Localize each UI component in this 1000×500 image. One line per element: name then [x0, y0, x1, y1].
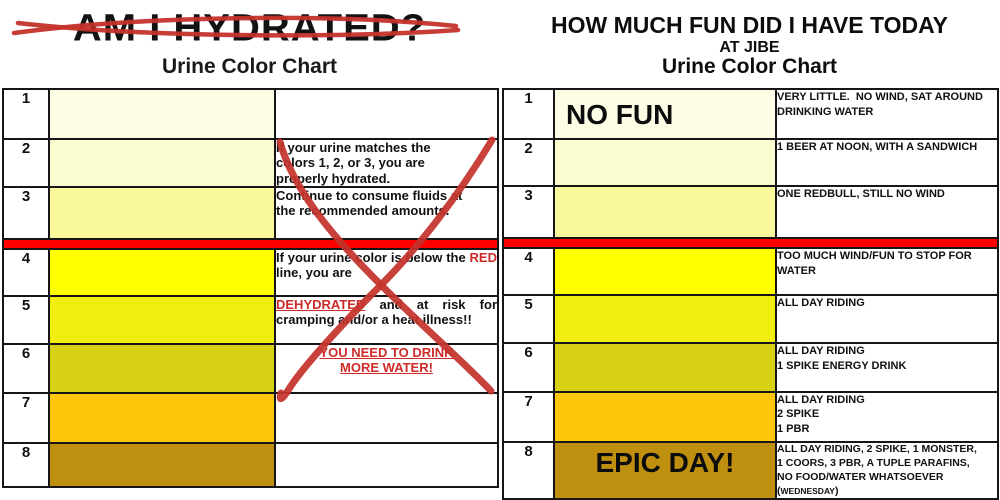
fun-description-text: VERY LITTLE. NO WIND, SAT AROUND DRINKIN… [777, 91, 983, 119]
fun-description-text: ONE REDBULL, STILL NO WIND [777, 188, 945, 200]
urine-color-swatch [553, 138, 777, 187]
continue-note: Continue to consume fluids at the recomm… [274, 185, 499, 240]
fun-description: ONE REDBULL, STILL NO WIND [775, 185, 999, 239]
row-number: 7 [502, 391, 555, 443]
table-row: 6 ALL DAY RIDING 1 SPIKE ENERGY DRINK [502, 342, 999, 393]
row-number: 3 [2, 185, 50, 240]
urine-color-chart-left: 1 2 If your urine matches the colors 1, … [2, 88, 499, 488]
fun-description: ALL DAY RIDING 2 SPIKE 1 PBR [775, 391, 999, 443]
urine-color-swatch [48, 185, 276, 240]
table-row: 4 If your urine color is below the RED l… [2, 247, 499, 297]
right-subtitle-chart: Urine Color Chart [661, 55, 837, 78]
red-divider-bar [2, 237, 499, 250]
table-row: 5 ALL DAY RIDING [502, 294, 999, 344]
row-number: 5 [502, 294, 555, 344]
row-number: 1 [2, 88, 50, 140]
hydrated-note-text: If your urine matches the colors 1, 2, o… [276, 140, 431, 186]
hydration-chart-panel: AM I HYDRATED? Urine Color Chart 1 2 If … [2, 0, 499, 493]
table-row: 8 [2, 441, 499, 488]
fun-description: TOO MUCH WIND/FUN TO STOP FOR WATER [775, 247, 999, 296]
table-row: 7 [2, 391, 499, 444]
row-number: 8 [502, 440, 555, 500]
row-number: 5 [2, 294, 50, 345]
red-word: RED [469, 249, 497, 265]
urine-color-swatch [553, 185, 777, 239]
table-row: 6 YOU NEED TO DRINK MORE WATER! [2, 342, 499, 394]
row-number: 2 [502, 138, 555, 187]
fun-description-text: ALL DAY RIDING [777, 297, 865, 309]
urine-color-swatch: EPIC DAY! [553, 440, 777, 500]
fun-description: VERY LITTLE. NO WIND, SAT AROUND DRINKIN… [775, 88, 999, 140]
fun-description-text: NO FOOD/WATER WHATSOEVER ( [777, 470, 944, 497]
dehydrated-word: DEHYDRATED [276, 296, 366, 312]
fun-description-line: 1 COORS, 3 PBR, A TUPLE PARAFINS, [777, 456, 970, 469]
table-row: 1 NO FUN VERY LITTLE. NO WIND, SAT AROUN… [502, 88, 999, 140]
below-line-note: If your urine color is below the RED lin… [274, 247, 499, 297]
dehydrated-note: DEHYDRATED and at risk for cramping and/… [274, 294, 499, 345]
fun-description: ALL DAY RIDING, 2 SPIKE, 1 MONSTER, 1 CO… [775, 440, 999, 500]
row-number: 8 [2, 441, 50, 488]
table-row: 7 ALL DAY RIDING 2 SPIKE 1 PBR [502, 391, 999, 443]
urine-color-swatch [48, 247, 276, 297]
fun-description-line: ALL DAY RIDING, 2 SPIKE, 1 MONSTER, [777, 443, 977, 455]
fun-description: ALL DAY RIDING 1 SPIKE ENERGY DRINK [775, 342, 999, 393]
drink-more-water-note: YOU NEED TO DRINK MORE WATER! [274, 342, 499, 394]
row-number: 4 [502, 247, 555, 296]
note-cell-empty [274, 88, 499, 140]
fun-description-text: ALL DAY RIDING 1 SPIKE ENERGY DRINK [777, 345, 907, 373]
note-cell-empty [274, 391, 499, 444]
epic-day-label: EPIC DAY! [595, 447, 735, 478]
fun-description: ALL DAY RIDING [775, 294, 999, 344]
table-row: 3 Continue to consume fluids at the reco… [2, 185, 499, 240]
urine-color-swatch [48, 294, 276, 345]
fun-chart-panel: HOW MUCH FUN DID I HAVE TODAY AT JIBE Ur… [502, 0, 999, 500]
left-title: AM I HYDRATED? [72, 6, 427, 50]
row-number: 2 [2, 138, 50, 188]
below-line-text: If your urine color is below the [276, 249, 470, 265]
wednesday-small-text: WEDNESDAY [780, 485, 835, 496]
urine-color-swatch [48, 88, 276, 140]
table-row: 3 ONE REDBULL, STILL NO WIND [502, 185, 999, 239]
left-subtitle: Urine Color Chart [161, 55, 337, 78]
red-divider [2, 237, 499, 250]
urine-color-swatch [48, 342, 276, 394]
row-number: 3 [502, 185, 555, 239]
fun-description-line: NO FOOD/WATER WHATSOEVER (WEDNESDAY) [777, 471, 997, 499]
table-row: 8 EPIC DAY! ALL DAY RIDING, 2 SPIKE, 1 M… [502, 440, 999, 500]
urine-color-swatch: NO FUN [553, 88, 777, 140]
row-number: 4 [2, 247, 50, 297]
row-number: 7 [2, 391, 50, 444]
no-fun-label: NO FUN [566, 99, 674, 130]
urine-color-swatch [553, 391, 777, 443]
red-divider-bar [502, 237, 999, 249]
hydrated-note: If your urine matches the colors 1, 2, o… [274, 138, 499, 188]
fun-description-text: TOO MUCH WIND/FUN TO STOP FOR WATER [777, 250, 972, 278]
urine-color-swatch [553, 247, 777, 296]
note-cell-empty [274, 441, 499, 488]
table-row: 4 TOO MUCH WIND/FUN TO STOP FOR WATER [502, 247, 999, 296]
table-row: 2 1 BEER AT NOON, WITH A SANDWICH [502, 138, 999, 187]
fun-description-text: 1 BEER AT NOON, WITH A SANDWICH [777, 141, 978, 153]
row-number: 6 [2, 342, 50, 394]
urine-color-swatch [48, 441, 276, 488]
below-line-text-end: line, you are [276, 265, 352, 281]
urine-color-swatch [48, 391, 276, 444]
urine-color-swatch [553, 294, 777, 344]
table-row: 5 DEHYDRATED and at risk for cramping an… [2, 294, 499, 345]
right-title: HOW MUCH FUN DID I HAVE TODAY [551, 12, 948, 38]
table-row: 2 If your urine matches the colors 1, 2,… [2, 138, 499, 188]
row-number: 1 [502, 88, 555, 140]
fun-description: 1 BEER AT NOON, WITH A SANDWICH [775, 138, 999, 187]
red-divider [502, 237, 999, 249]
table-row: 1 [2, 88, 499, 140]
fun-description-text: ALL DAY RIDING 2 SPIKE 1 PBR [777, 394, 865, 435]
urine-color-swatch [48, 138, 276, 188]
urine-color-swatch [553, 342, 777, 393]
row-number: 6 [502, 342, 555, 393]
right-subtitle-at-jibe: AT JIBE [719, 39, 780, 56]
fun-description-text: ) [834, 484, 839, 497]
continue-note-text: Continue to consume fluids at the recomm… [276, 187, 463, 219]
urine-color-chart-right: 1 NO FUN VERY LITTLE. NO WIND, SAT AROUN… [502, 88, 999, 500]
